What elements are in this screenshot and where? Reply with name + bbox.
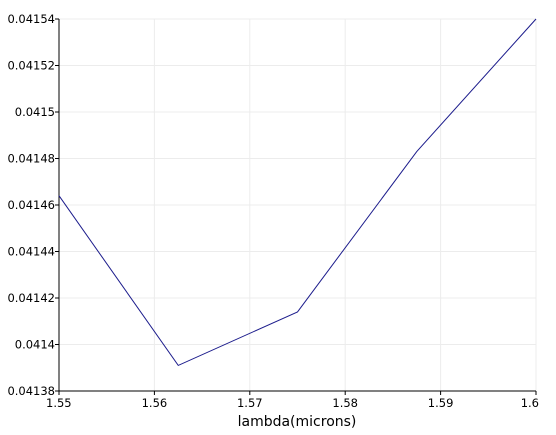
y-tick-label: 0.04142 <box>7 291 55 305</box>
x-tick-label: 1.55 <box>46 396 72 410</box>
y-tick-label: 0.04152 <box>7 59 55 73</box>
y-tick-label: 0.04154 <box>7 12 55 26</box>
y-tick-label: 0.04148 <box>7 152 55 166</box>
x-tick-label: 1.59 <box>428 396 454 410</box>
y-tick-label: 0.04146 <box>7 198 55 212</box>
x-tick-label: 1.56 <box>142 396 168 410</box>
axes <box>55 18 537 395</box>
x-tick-label: 1.58 <box>332 396 358 410</box>
y-tick-label: 0.0415 <box>15 105 55 119</box>
x-tick-label: 1.6 <box>521 396 539 410</box>
y-tick-label: 0.0414 <box>15 338 55 352</box>
series-layer <box>58 18 537 367</box>
x-axis-title: lambda(microns) <box>238 414 357 430</box>
y-tick-label: 0.04144 <box>7 245 55 259</box>
x-tick-labels: 1.55 1.56 1.57 1.58 1.59 1.6 <box>46 396 539 410</box>
series-line <box>58 18 537 367</box>
grid <box>58 18 537 392</box>
x-tick-label: 1.57 <box>237 396 263 410</box>
y-tick-labels: 0.04138 0.0414 0.04142 0.04144 0.04146 0.0414… <box>7 12 55 398</box>
y-tick-label: 0.04138 <box>7 384 55 398</box>
